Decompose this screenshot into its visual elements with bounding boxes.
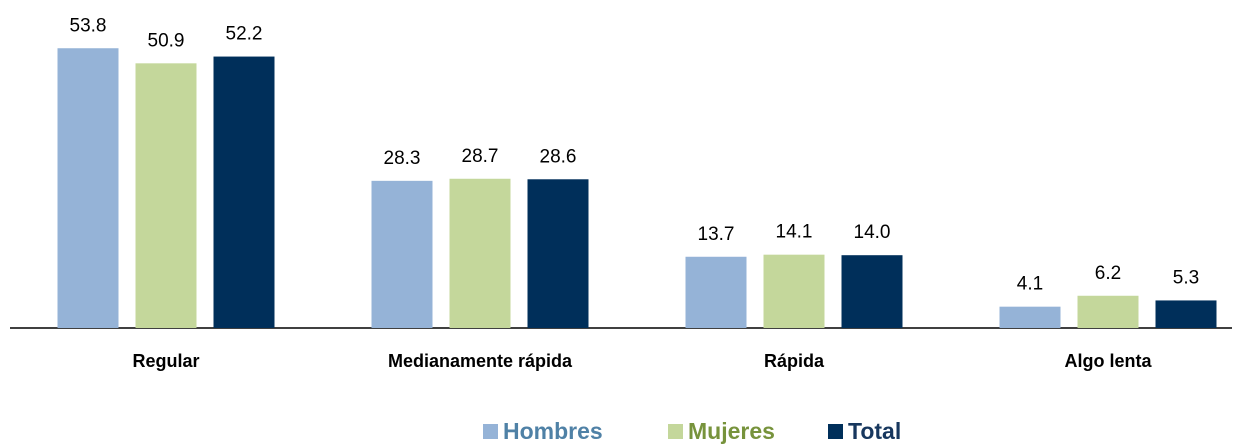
data-label: 5.3 [1173,267,1199,288]
legend-label: Mujeres [688,418,775,444]
data-label: 50.9 [148,30,185,51]
data-label: 52.2 [226,24,263,45]
bar [763,254,825,328]
bar [527,179,589,328]
x-tick-label: Rápida [764,351,825,371]
data-label: 14.1 [776,222,813,243]
legend-label: Hombres [503,418,603,444]
data-label: 28.6 [540,146,577,167]
x-tick-label: Medianamente rápida [388,351,573,371]
legend-swatch [828,424,843,439]
legend-label: Total [848,418,901,444]
bar [57,48,119,329]
bar [135,63,197,328]
data-label: 14.0 [854,222,891,243]
bar [371,180,433,328]
bar [213,56,275,329]
legend-swatch [483,424,498,439]
data-label: 28.3 [384,148,421,169]
data-label: 13.7 [698,224,735,245]
bar [841,255,903,328]
bar [1077,295,1139,328]
data-label: 6.2 [1095,263,1121,284]
legend-swatch [668,424,683,439]
bar [1155,300,1217,328]
x-tick-label: Algo lenta [1064,351,1152,371]
data-label: 28.7 [462,146,499,167]
bar [449,178,511,328]
bar [999,306,1061,328]
data-label: 4.1 [1017,274,1043,295]
bar [685,256,747,328]
x-tick-label: Regular [132,351,199,371]
data-label: 53.8 [70,15,107,36]
